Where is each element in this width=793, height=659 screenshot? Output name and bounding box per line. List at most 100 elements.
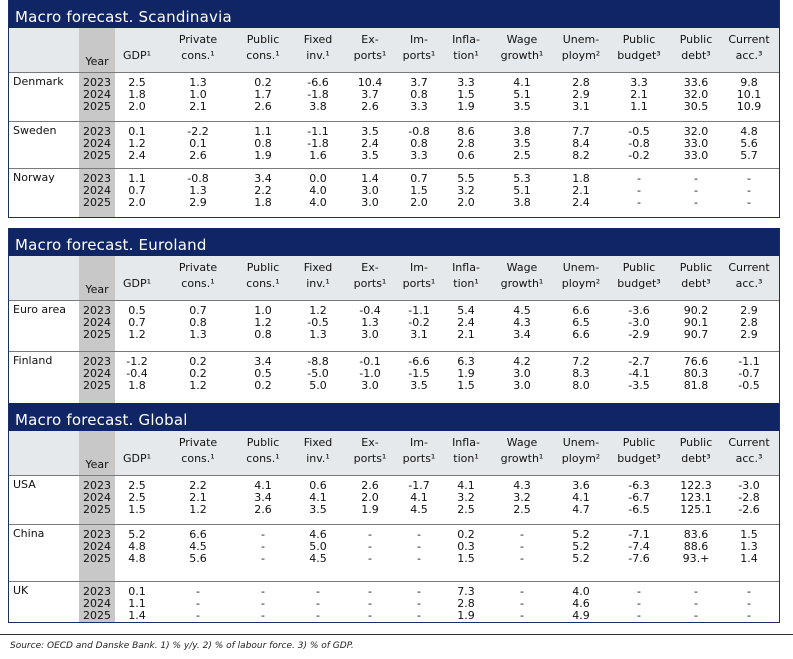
data-cell: 1.5 bbox=[457, 552, 475, 565]
data-cell: 0.1 bbox=[189, 137, 207, 150]
data-cell: 3.5 bbox=[361, 149, 379, 162]
data-cell: - bbox=[637, 172, 641, 185]
data-cell: 76.6 bbox=[683, 355, 709, 368]
column-header-line: Public bbox=[622, 33, 656, 46]
data-cell: 3.4 bbox=[254, 355, 272, 368]
column-header-line: Wage bbox=[506, 436, 538, 449]
data-cell: 3.6 bbox=[572, 479, 590, 492]
data-cell: 33.0 bbox=[683, 137, 709, 150]
data-cell: - bbox=[637, 609, 641, 622]
column-header-line: cons.¹ bbox=[246, 49, 280, 62]
data-cell: - bbox=[316, 585, 320, 598]
data-cell: 4.0 bbox=[572, 585, 590, 598]
data-cell: 3.0 bbox=[513, 367, 531, 380]
data-cell: 0.8 bbox=[254, 137, 272, 150]
data-cell: -0.5 bbox=[738, 379, 760, 392]
data-cell: 1.9 bbox=[457, 609, 475, 622]
data-cell: 2.0 bbox=[128, 100, 146, 113]
data-cell: 90.1 bbox=[683, 316, 709, 329]
column-header: Fixed inv.¹ bbox=[295, 260, 341, 292]
year-cell: 2023 bbox=[79, 173, 115, 185]
data-cell: - bbox=[316, 597, 320, 610]
data-cell: - bbox=[637, 597, 641, 610]
data-cell: 2.6 bbox=[361, 479, 379, 492]
data-cell: 8.2 bbox=[572, 149, 590, 162]
data-cell: - bbox=[694, 585, 698, 598]
data-cell: 8.0 bbox=[572, 379, 590, 392]
column-header-line: acc.³ bbox=[735, 277, 763, 290]
data-cell: 0.2 bbox=[254, 76, 272, 89]
data-cell: 123.1 bbox=[680, 491, 712, 504]
column-header-line: Public bbox=[679, 436, 713, 449]
data-cell: 6.3 bbox=[457, 355, 475, 368]
country-group: Norway 2023 1.1 -0.8 3.4 0.0 1.4 0.7 5.5 5.3 1.8- -… bbox=[9, 168, 779, 217]
data-cell: 6.6 bbox=[572, 328, 590, 341]
data-cell: 1.2 bbox=[189, 503, 207, 516]
data-cell: 1.4 bbox=[361, 172, 379, 185]
data-cell: -3.0 bbox=[628, 316, 650, 329]
data-cell: -5.0 bbox=[307, 367, 329, 380]
column-header-line: ports¹ bbox=[353, 452, 387, 465]
data-cell: 0.6 bbox=[309, 479, 327, 492]
column-header-line: growth¹ bbox=[500, 277, 544, 290]
column-header-row: Year GDP¹ Private cons.¹ Public cons.¹ Fixed in… bbox=[9, 28, 779, 72]
year-cell: 2025 bbox=[79, 197, 115, 209]
data-cell: 4.1 bbox=[457, 479, 475, 492]
data-cell: 2.9 bbox=[572, 88, 590, 101]
data-cell: 2.1 bbox=[630, 88, 648, 101]
data-cell: -6.5 bbox=[628, 503, 650, 516]
data-cell: 2.8 bbox=[740, 316, 758, 329]
data-cell: - bbox=[747, 196, 751, 209]
year-cell: 2025 bbox=[79, 150, 115, 162]
data-cell: -1.8 bbox=[307, 88, 329, 101]
data-cell: -1.2 bbox=[126, 355, 148, 368]
column-header: Private cons.¹ bbox=[169, 260, 227, 292]
forecast-section: Macro forecast. Global Year GDP¹ Private con… bbox=[8, 403, 780, 623]
data-cell: 1.2 bbox=[309, 304, 327, 317]
data-cell: 81.8 bbox=[683, 379, 709, 392]
year-cell: 2025 bbox=[79, 329, 115, 341]
data-cell: 0.1 bbox=[128, 585, 146, 598]
data-cell: - bbox=[196, 597, 200, 610]
data-cell: 33.6 bbox=[683, 76, 709, 89]
data-cell: -2.6 bbox=[738, 503, 760, 516]
data-cell: 5.0 bbox=[309, 379, 327, 392]
data-cell: -1.1 bbox=[307, 125, 329, 138]
data-cell: 1.1 bbox=[630, 100, 648, 113]
data-cell: 90.7 bbox=[683, 328, 709, 341]
data-cell: 2.4 bbox=[572, 196, 590, 209]
column-header-line: cons.¹ bbox=[246, 452, 280, 465]
data-cell: 2.1 bbox=[572, 184, 590, 197]
data-cell: 3.2 bbox=[457, 184, 475, 197]
column-header-line: Infla- bbox=[452, 33, 480, 46]
data-cell: - bbox=[368, 540, 372, 553]
column-header-line: ports¹ bbox=[353, 277, 387, 290]
year-cell: 2025 bbox=[79, 101, 115, 113]
data-cell: 3.4 bbox=[513, 328, 531, 341]
data-cell: 6.5 bbox=[572, 316, 590, 329]
data-cell: 30.5 bbox=[683, 100, 709, 113]
column-header-row: Year GDP¹ Private cons.¹ Public cons.¹ Fixed in… bbox=[9, 431, 779, 475]
column-header-line: Unem- bbox=[562, 33, 600, 46]
section-title: Macro forecast. Euroland bbox=[9, 234, 779, 256]
data-cell: - bbox=[417, 540, 421, 553]
column-header-line: Im- bbox=[410, 436, 428, 449]
data-cell: 3.3 bbox=[410, 100, 428, 113]
column-header: Im-ports¹ bbox=[396, 260, 442, 292]
data-cell: 90.2 bbox=[683, 304, 709, 317]
column-header-line bbox=[113, 260, 161, 276]
data-cell: 5.2 bbox=[572, 552, 590, 565]
data-cell: -7.1 bbox=[628, 528, 650, 541]
data-cell: 4.5 bbox=[513, 304, 531, 317]
country-label: Denmark bbox=[13, 75, 64, 88]
data-cell: 1.3 bbox=[361, 316, 379, 329]
data-cell: - bbox=[368, 585, 372, 598]
data-cell: 3.8 bbox=[513, 196, 531, 209]
data-cell: 4.0 bbox=[309, 196, 327, 209]
data-cell: 2.5 bbox=[513, 149, 531, 162]
column-header-line: Private bbox=[178, 33, 218, 46]
year-column-header: Year bbox=[79, 431, 115, 475]
column-header: Im-ports¹ bbox=[396, 435, 442, 467]
data-cell: 4.5 bbox=[410, 503, 428, 516]
data-cell: 9.8 bbox=[740, 76, 758, 89]
